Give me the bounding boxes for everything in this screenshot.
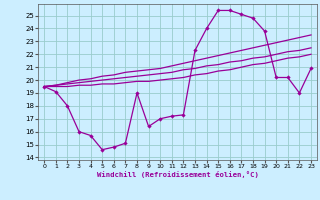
X-axis label: Windchill (Refroidissement éolien,°C): Windchill (Refroidissement éolien,°C) <box>97 171 259 178</box>
